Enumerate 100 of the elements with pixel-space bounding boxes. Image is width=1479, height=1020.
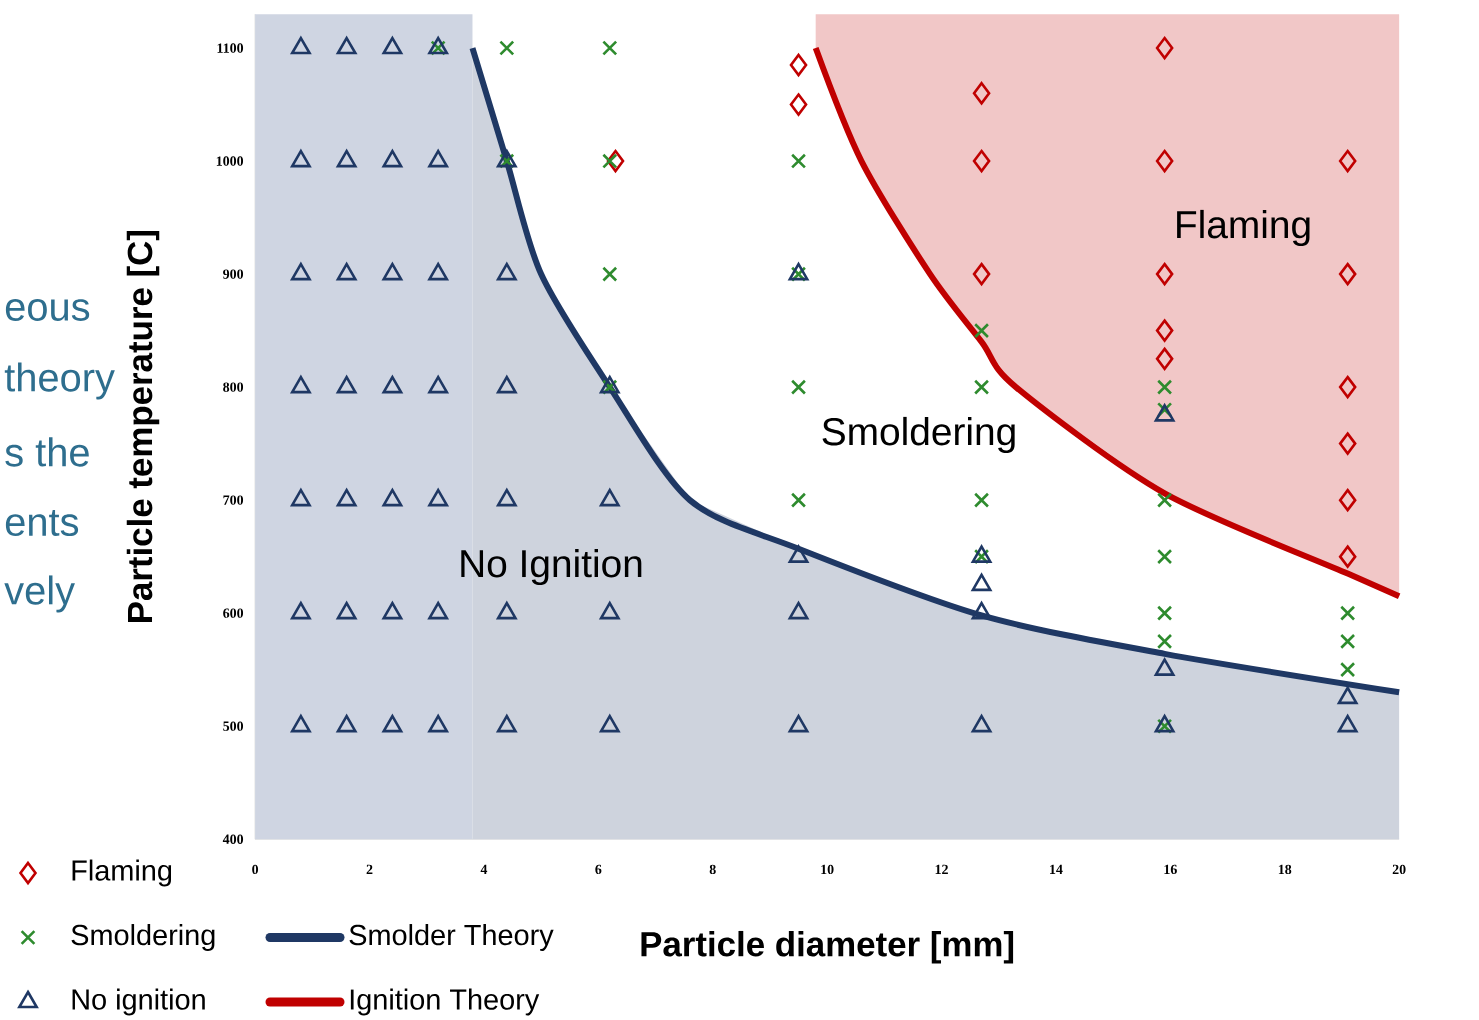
point [971,601,992,620]
point [1156,548,1173,565]
y-tick-label: 600 [223,608,244,618]
point [971,714,992,733]
point [972,149,991,173]
y-tick-label: 1100 [217,43,244,53]
point [1156,492,1173,508]
point [336,488,357,507]
point [290,601,311,620]
point [973,379,990,395]
legend-label: Ignition Theory [350,988,540,1016]
point [1155,319,1174,342]
point [1154,658,1175,676]
point [382,262,403,281]
point [1156,379,1173,395]
point [499,40,515,56]
x-tick-label: 16 [1164,864,1177,875]
legend-label: Smolder Theory [349,924,554,951]
point [428,375,449,394]
point [1155,347,1174,371]
point [336,262,357,281]
point [428,262,449,281]
point [1338,545,1357,568]
point [790,492,807,508]
point [1337,686,1358,705]
point [382,375,403,394]
point [290,262,311,281]
x-tick-label: 14 [1050,864,1063,874]
y-tick-label: 500 [223,721,244,731]
x-tick-label: 12 [935,864,948,874]
text: vely [4,575,75,613]
text: s the [5,437,89,467]
legend-label: Smoldering [71,924,215,951]
point [973,492,990,508]
point [973,322,990,339]
point [602,266,618,282]
point [336,375,357,394]
point [496,262,517,281]
point [1155,36,1174,60]
x-tick-label: 8 [709,864,716,875]
point [602,153,618,169]
point [790,379,807,395]
annotation: Smoldering [822,416,1015,454]
point [599,601,620,620]
y-tick-label: 800 [223,382,244,392]
point [972,262,991,286]
x-tick-label: 18 [1278,864,1292,875]
y-tick-label: 700 [223,495,244,505]
y-axis-title: Particle temperature [C] [126,231,160,622]
point [1154,404,1175,422]
point [1338,488,1357,512]
point [788,601,809,620]
point [789,93,808,116]
text: theory [4,362,115,400]
x-tick-label: 10 [821,864,834,875]
point [496,375,517,394]
annotation: No Ignition [461,548,642,586]
point [1338,432,1357,455]
point [1338,375,1357,399]
point [496,601,517,620]
point [1155,262,1174,286]
text: ents [5,509,79,537]
point [336,601,357,620]
point [972,81,991,105]
x-tick-label: 0 [252,864,259,875]
point [599,488,620,507]
y-tick-label: 900 [223,269,244,279]
annotation: Flaming [1177,209,1310,247]
x-tick-label: 4 [480,864,488,874]
text: eous [5,299,90,321]
point [1338,262,1357,286]
point [382,714,403,733]
point [602,40,618,56]
point [971,573,992,592]
point [428,601,449,620]
x-axis-title: Particle diameter [mm] [641,930,1014,964]
point [1154,714,1175,733]
point [290,714,311,733]
point [336,714,357,733]
point [1155,149,1174,173]
point [1337,714,1358,733]
point [428,488,449,507]
point [599,714,620,733]
x-tick-label: 2 [366,864,373,874]
point [788,714,809,733]
point [290,375,311,394]
point [1338,149,1357,173]
y-tick-label: 400 [222,834,244,844]
point [789,53,808,77]
point [496,714,517,733]
x-tick-label: 20 [1392,864,1406,875]
point [290,488,311,507]
point [599,375,620,394]
y-tick-label: 1000 [216,156,244,166]
legend-label: Flaming [72,859,172,887]
point [788,545,809,563]
point [790,153,807,169]
x-tick-label: 6 [595,864,602,875]
point [382,488,403,507]
point [428,714,449,733]
